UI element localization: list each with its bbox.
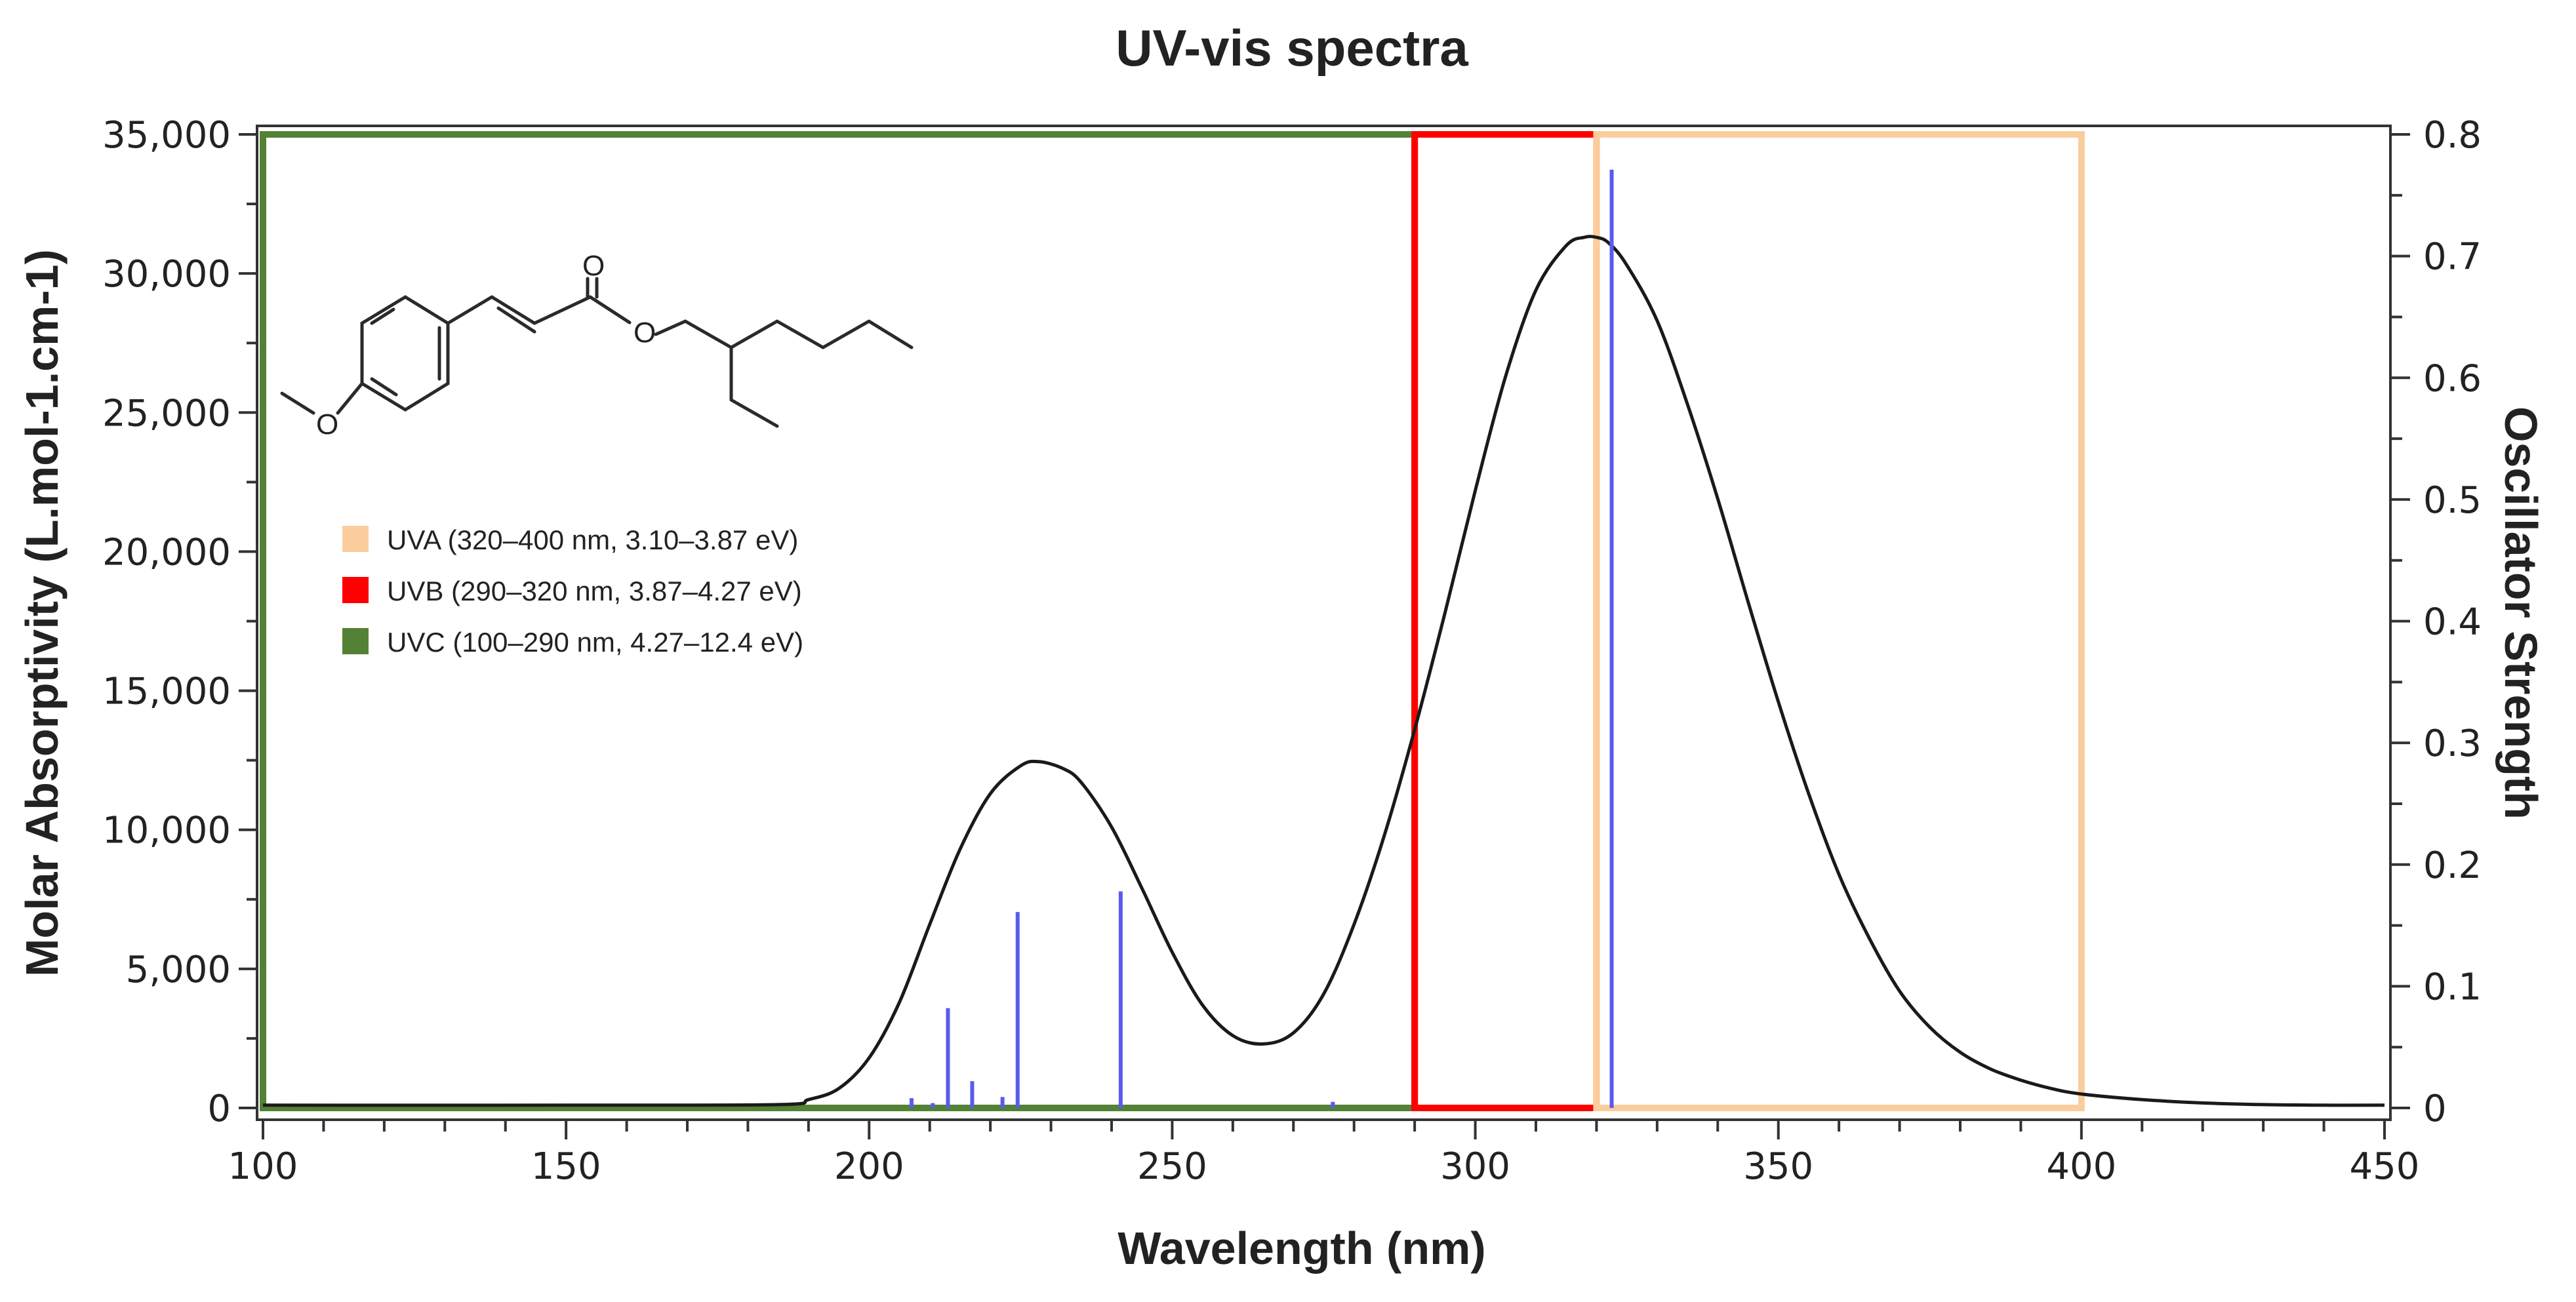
y2-tick-label: 0.2 <box>2423 844 2482 887</box>
y-tick-label: 20,000 <box>102 531 231 574</box>
carbonyl-oxygen-label: O <box>582 250 605 282</box>
y2-tick-label: 0.5 <box>2423 479 2482 522</box>
x-tick-label: 250 <box>1137 1145 1207 1188</box>
x-tick-label: 300 <box>1440 1145 1510 1188</box>
bond <box>446 295 494 325</box>
absorptivity-curve <box>262 235 2385 1107</box>
legend: UVA (320–400 nm, 3.10–3.87 eV) UVB (290–… <box>342 524 803 658</box>
plot-frame <box>256 125 2392 1121</box>
y-tick-label: 5,000 <box>126 949 231 991</box>
legend-swatch-uvb <box>342 577 369 603</box>
axes: 100 150 200 250 300 350 400 45005,00010,00015,0… <box>102 114 2482 1188</box>
band-uva <box>1593 131 2085 1111</box>
bond <box>867 319 914 349</box>
oscillator-sticks <box>909 169 1614 1108</box>
ring-double-bond <box>370 307 395 325</box>
bond <box>336 382 364 415</box>
bond <box>588 295 632 325</box>
y-tick-label: 10,000 <box>102 810 231 852</box>
bond <box>490 295 536 325</box>
y-tick-label: 15,000 <box>102 671 231 713</box>
chart-title: UV-vis spectra <box>1116 19 1468 77</box>
absorptivity-curve-layer <box>262 235 2385 1107</box>
y-tick-label: 25,000 <box>102 392 231 435</box>
x-tick-label: 150 <box>531 1145 601 1188</box>
ring-double-bond <box>370 377 398 397</box>
bond <box>654 319 687 336</box>
y2-tick-label: 0.1 <box>2423 966 2482 1008</box>
legend-swatch-uvc <box>342 628 369 654</box>
y2-tick-label: 0.8 <box>2423 114 2482 157</box>
y-tick-label: 35,000 <box>102 114 231 157</box>
y2-tick-label: 0.3 <box>2423 722 2482 765</box>
x-tick-label: 100 <box>228 1145 298 1188</box>
bond <box>683 319 733 349</box>
x-axis-label: Wavelength (nm) <box>1117 1223 1485 1274</box>
bond <box>821 319 871 349</box>
y2-tick-label: 0.6 <box>2423 357 2482 400</box>
y2-axis-label: Oscillator Strength <box>2495 406 2546 819</box>
x-tick-label: 400 <box>2046 1145 2116 1188</box>
y2-tick-label: 0 <box>2423 1088 2447 1130</box>
bond <box>533 295 592 325</box>
benzene-ring <box>360 295 450 412</box>
uv-bands <box>260 131 2085 1111</box>
y-axis-label: Molar Absorptivity (L.mol-1.cm-1) <box>16 249 68 977</box>
bond <box>775 319 825 349</box>
legend-label-uva: UVA (320–400 nm, 3.10–3.87 eV) <box>387 524 798 555</box>
legend-label-uvb: UVB (290–320 nm, 3.87–4.27 eV) <box>387 576 802 606</box>
x-tick-label: 350 <box>1743 1145 1813 1188</box>
ester-oxygen-label: O <box>634 317 656 349</box>
y2-tick-label: 0.7 <box>2423 236 2482 279</box>
bond <box>729 398 779 428</box>
x-tick-label: 450 <box>2350 1145 2420 1188</box>
bond <box>280 391 315 415</box>
bond <box>729 319 779 349</box>
y-tick-label: 0 <box>207 1088 231 1130</box>
molecule-structure <box>280 277 914 428</box>
legend-label-uvc: UVC (100–290 nm, 4.27–12.4 eV) <box>387 627 803 658</box>
y-tick-label: 30,000 <box>102 253 231 296</box>
x-tick-label: 200 <box>834 1145 904 1188</box>
methoxy-oxygen-label: O <box>316 408 338 441</box>
double-bond-alkene <box>496 306 536 334</box>
legend-swatch-uva <box>342 526 369 552</box>
y2-tick-label: 0.4 <box>2423 601 2482 644</box>
band-uvc <box>260 131 1419 1111</box>
